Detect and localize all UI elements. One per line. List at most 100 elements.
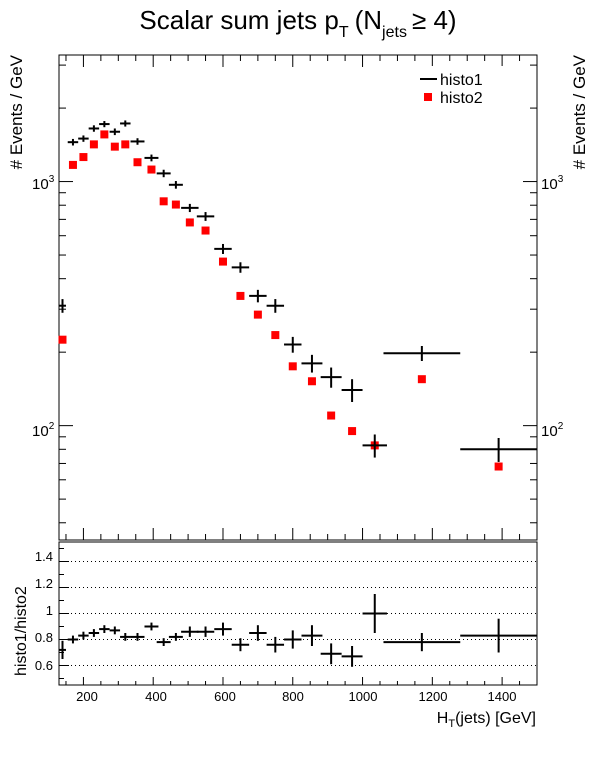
- ratio-point-20: [341, 646, 363, 667]
- histo1-point-22: [383, 345, 461, 362]
- ratio-point-3: [88, 629, 100, 637]
- histo1-point-14: [231, 262, 250, 273]
- histo2-point-13: [218, 257, 227, 266]
- histo1-point-2: [78, 135, 89, 142]
- histo2-point-19: [327, 411, 336, 420]
- ratio-point-12: [196, 626, 215, 637]
- histo1-point-20: [341, 379, 363, 402]
- ratio-point-10: [168, 633, 183, 641]
- ratio-point-17: [284, 630, 302, 649]
- histo2-point-8: [147, 165, 156, 174]
- histo2-point-18: [307, 377, 316, 386]
- histo1-point-3: [88, 125, 100, 132]
- ratio-plot-data: [59, 594, 537, 667]
- legend-box: [418, 66, 518, 112]
- main-axis-ticks: [59, 55, 538, 540]
- ratio-point-15: [249, 625, 267, 641]
- y-axis-label-left: # Events / GeV: [7, 54, 26, 169]
- ytick-label-100-right: 102: [541, 421, 564, 440]
- histo1-point-0: [59, 299, 66, 313]
- legend: histo1 histo2: [418, 66, 518, 112]
- histo2-point-7: [133, 158, 142, 167]
- title-subscript-t: T: [339, 24, 349, 41]
- histo2-point-22: [417, 375, 426, 384]
- histo1-point-21: [362, 434, 387, 458]
- ytick-label-1000-left: 103: [32, 174, 55, 193]
- ratio-point-1: [67, 635, 79, 644]
- title-subscript-jets: jets: [381, 24, 407, 41]
- ratio-ytick-label-1.4: 1.4: [35, 549, 53, 564]
- legend-label-histo1: histo1: [440, 72, 483, 89]
- ratio-point-5: [109, 626, 121, 635]
- ratio-ytick-label-1.2: 1.2: [35, 576, 53, 591]
- ratio-ytick-label-1: 1: [46, 603, 53, 618]
- histo2-point-17: [288, 362, 297, 371]
- ratio-axis-ticks: [59, 548, 538, 685]
- histo2-point-3: [89, 140, 98, 149]
- ratio-point-22: [383, 633, 461, 652]
- ratio-point-23: [460, 618, 537, 653]
- ratio-point-18: [301, 625, 323, 646]
- histo1-point-10: [168, 181, 183, 189]
- xtick-label-1000: 1000: [349, 689, 378, 704]
- histo2-point-4: [100, 130, 109, 139]
- histo2-point-9: [159, 197, 168, 206]
- xtick-label-600: 600: [214, 689, 236, 704]
- xtick-label-800: 800: [282, 689, 304, 704]
- ratio-ytick-label-0.6: 0.6: [35, 658, 53, 673]
- title-tail: ≥ 4): [412, 5, 457, 35]
- histo1-point-16: [266, 299, 285, 313]
- histo1-point-17: [284, 336, 302, 353]
- histo2-point-11: [185, 218, 194, 227]
- xtick-label-1400: 1400: [488, 689, 517, 704]
- ratio-y-axis-label: histo1/histo2: [13, 586, 30, 676]
- histo2-point-14: [236, 291, 245, 300]
- histo2-point-23: [494, 462, 503, 471]
- histo1-point-11: [181, 203, 199, 213]
- title-paren: (N: [355, 5, 382, 35]
- xtick-label-200: 200: [76, 689, 98, 704]
- histo2-point-16: [271, 331, 280, 340]
- ratio-point-11: [181, 626, 199, 637]
- histo2-point-6: [121, 140, 130, 149]
- ratio-point-9: [156, 638, 171, 646]
- legend-marker-histo2: [424, 93, 432, 101]
- ratio-point-19: [320, 643, 342, 665]
- histo1-point-1: [67, 138, 79, 146]
- histo2-point-1: [68, 160, 77, 169]
- y-axis-label-right: # Events / GeV: [570, 54, 589, 169]
- ratio-point-16: [266, 636, 285, 653]
- ratio-point-13: [214, 622, 232, 636]
- ratio-ytick-label-0.8: 0.8: [35, 630, 53, 645]
- ratio-point-0: [59, 640, 66, 659]
- histo1-point-4: [99, 121, 110, 128]
- histo1-point-5: [109, 128, 121, 136]
- ratio-point-2: [78, 631, 89, 640]
- histo1-point-15: [249, 289, 267, 303]
- xtick-label-1200: 1200: [419, 689, 448, 704]
- histo2-point-10: [171, 200, 180, 209]
- histo1-point-8: [144, 154, 159, 162]
- main-plot-frame: [58, 54, 538, 541]
- ratio-point-6: [120, 633, 131, 641]
- ratio-point-4: [99, 625, 110, 633]
- xtick-label-400: 400: [145, 689, 167, 704]
- x-axis-label: HT(jets) [GeV]: [437, 710, 536, 730]
- ratio-point-7: [130, 633, 145, 641]
- legend-label-histo2: histo2: [440, 90, 483, 107]
- histo1-point-19: [320, 367, 342, 388]
- ytick-label-1000-right: 103: [541, 174, 564, 193]
- histo2-point-12: [201, 226, 210, 235]
- histo1-point-6: [120, 120, 131, 127]
- ratio-point-21: [362, 594, 387, 633]
- main-plot-data: [58, 120, 537, 471]
- histo1-point-7: [130, 138, 145, 145]
- ratio-point-8: [144, 622, 159, 631]
- histo2-point-0: [58, 335, 67, 344]
- histo2-point-20: [348, 427, 357, 436]
- histo1-point-12: [196, 212, 215, 221]
- histo1-point-23: [460, 437, 537, 462]
- ratio-point-14: [231, 638, 250, 652]
- title-main: Scalar sum jets p: [139, 5, 338, 35]
